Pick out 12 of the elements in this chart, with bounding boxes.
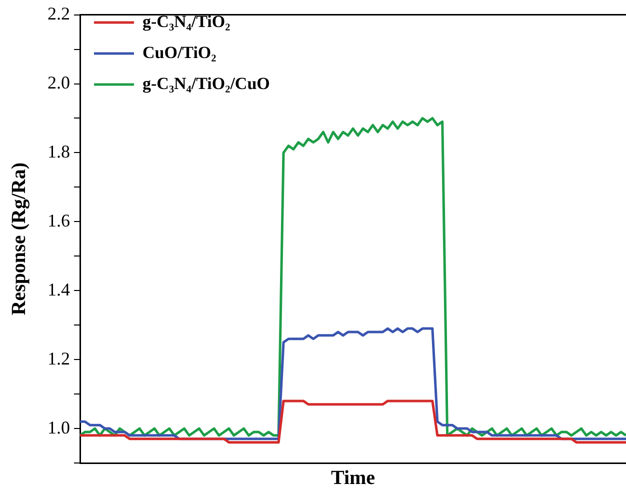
x-axis-title: Time (330, 467, 376, 490)
y-tick-label: 1.6 (48, 210, 70, 230)
y-tick-label: 1.2 (48, 348, 70, 368)
legend-label: g-C₃N₄/TiO₂/CuO (142, 74, 270, 93)
y-tick-label: 2.2 (48, 4, 70, 24)
y-tick-label: 2.0 (48, 72, 70, 92)
y-tick-label: 1.8 (48, 141, 70, 162)
legend-label: g-C₃N₄/TiO₂ (142, 12, 230, 31)
legend-label: CuO/TiO₂ (142, 42, 216, 62)
y-axis-title: Response (Rg/Ra) (8, 162, 30, 316)
y-tick-label: 1.4 (48, 279, 70, 300)
y-tick-label: 1.0 (48, 417, 70, 438)
